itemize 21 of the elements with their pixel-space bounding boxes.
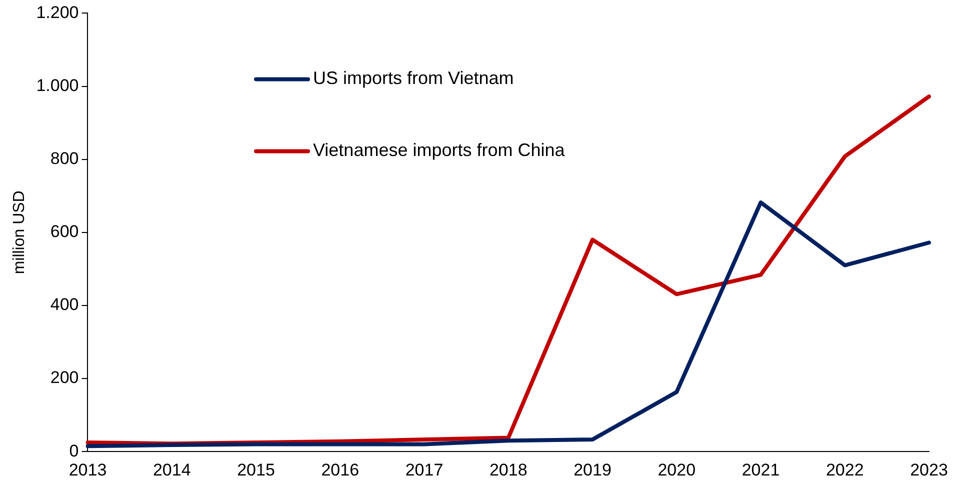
x-tick-label: 2022 [826,460,864,480]
x-tick-label: 2020 [658,460,696,480]
y-tick-label: 0 [69,441,79,460]
y-tick-label: 200 [50,368,79,388]
x-tick-label: 2015 [237,460,275,480]
y-tick-label: 1.000 [36,76,79,95]
x-tick-label: 2017 [405,460,444,480]
x-tick-label: 2014 [152,460,191,480]
y-tick-label: 800 [50,149,79,168]
legend-label: US imports from Vietnam [312,68,514,88]
y-tick-label: 400 [50,295,79,314]
y-tick-label: 600 [50,222,79,242]
x-tick-label: 2016 [321,460,360,480]
y-tick-label: 1.200 [36,2,79,22]
x-tick-label: 2023 [910,460,948,480]
x-tick-label: 2013 [68,460,107,480]
x-tick-label: 2019 [574,460,612,480]
y-axis-title: million USD [11,190,28,274]
x-tick-label: 2021 [742,460,780,480]
x-tick-label: 2018 [489,460,528,480]
legend-label: Vietnamese imports from China [312,140,566,160]
